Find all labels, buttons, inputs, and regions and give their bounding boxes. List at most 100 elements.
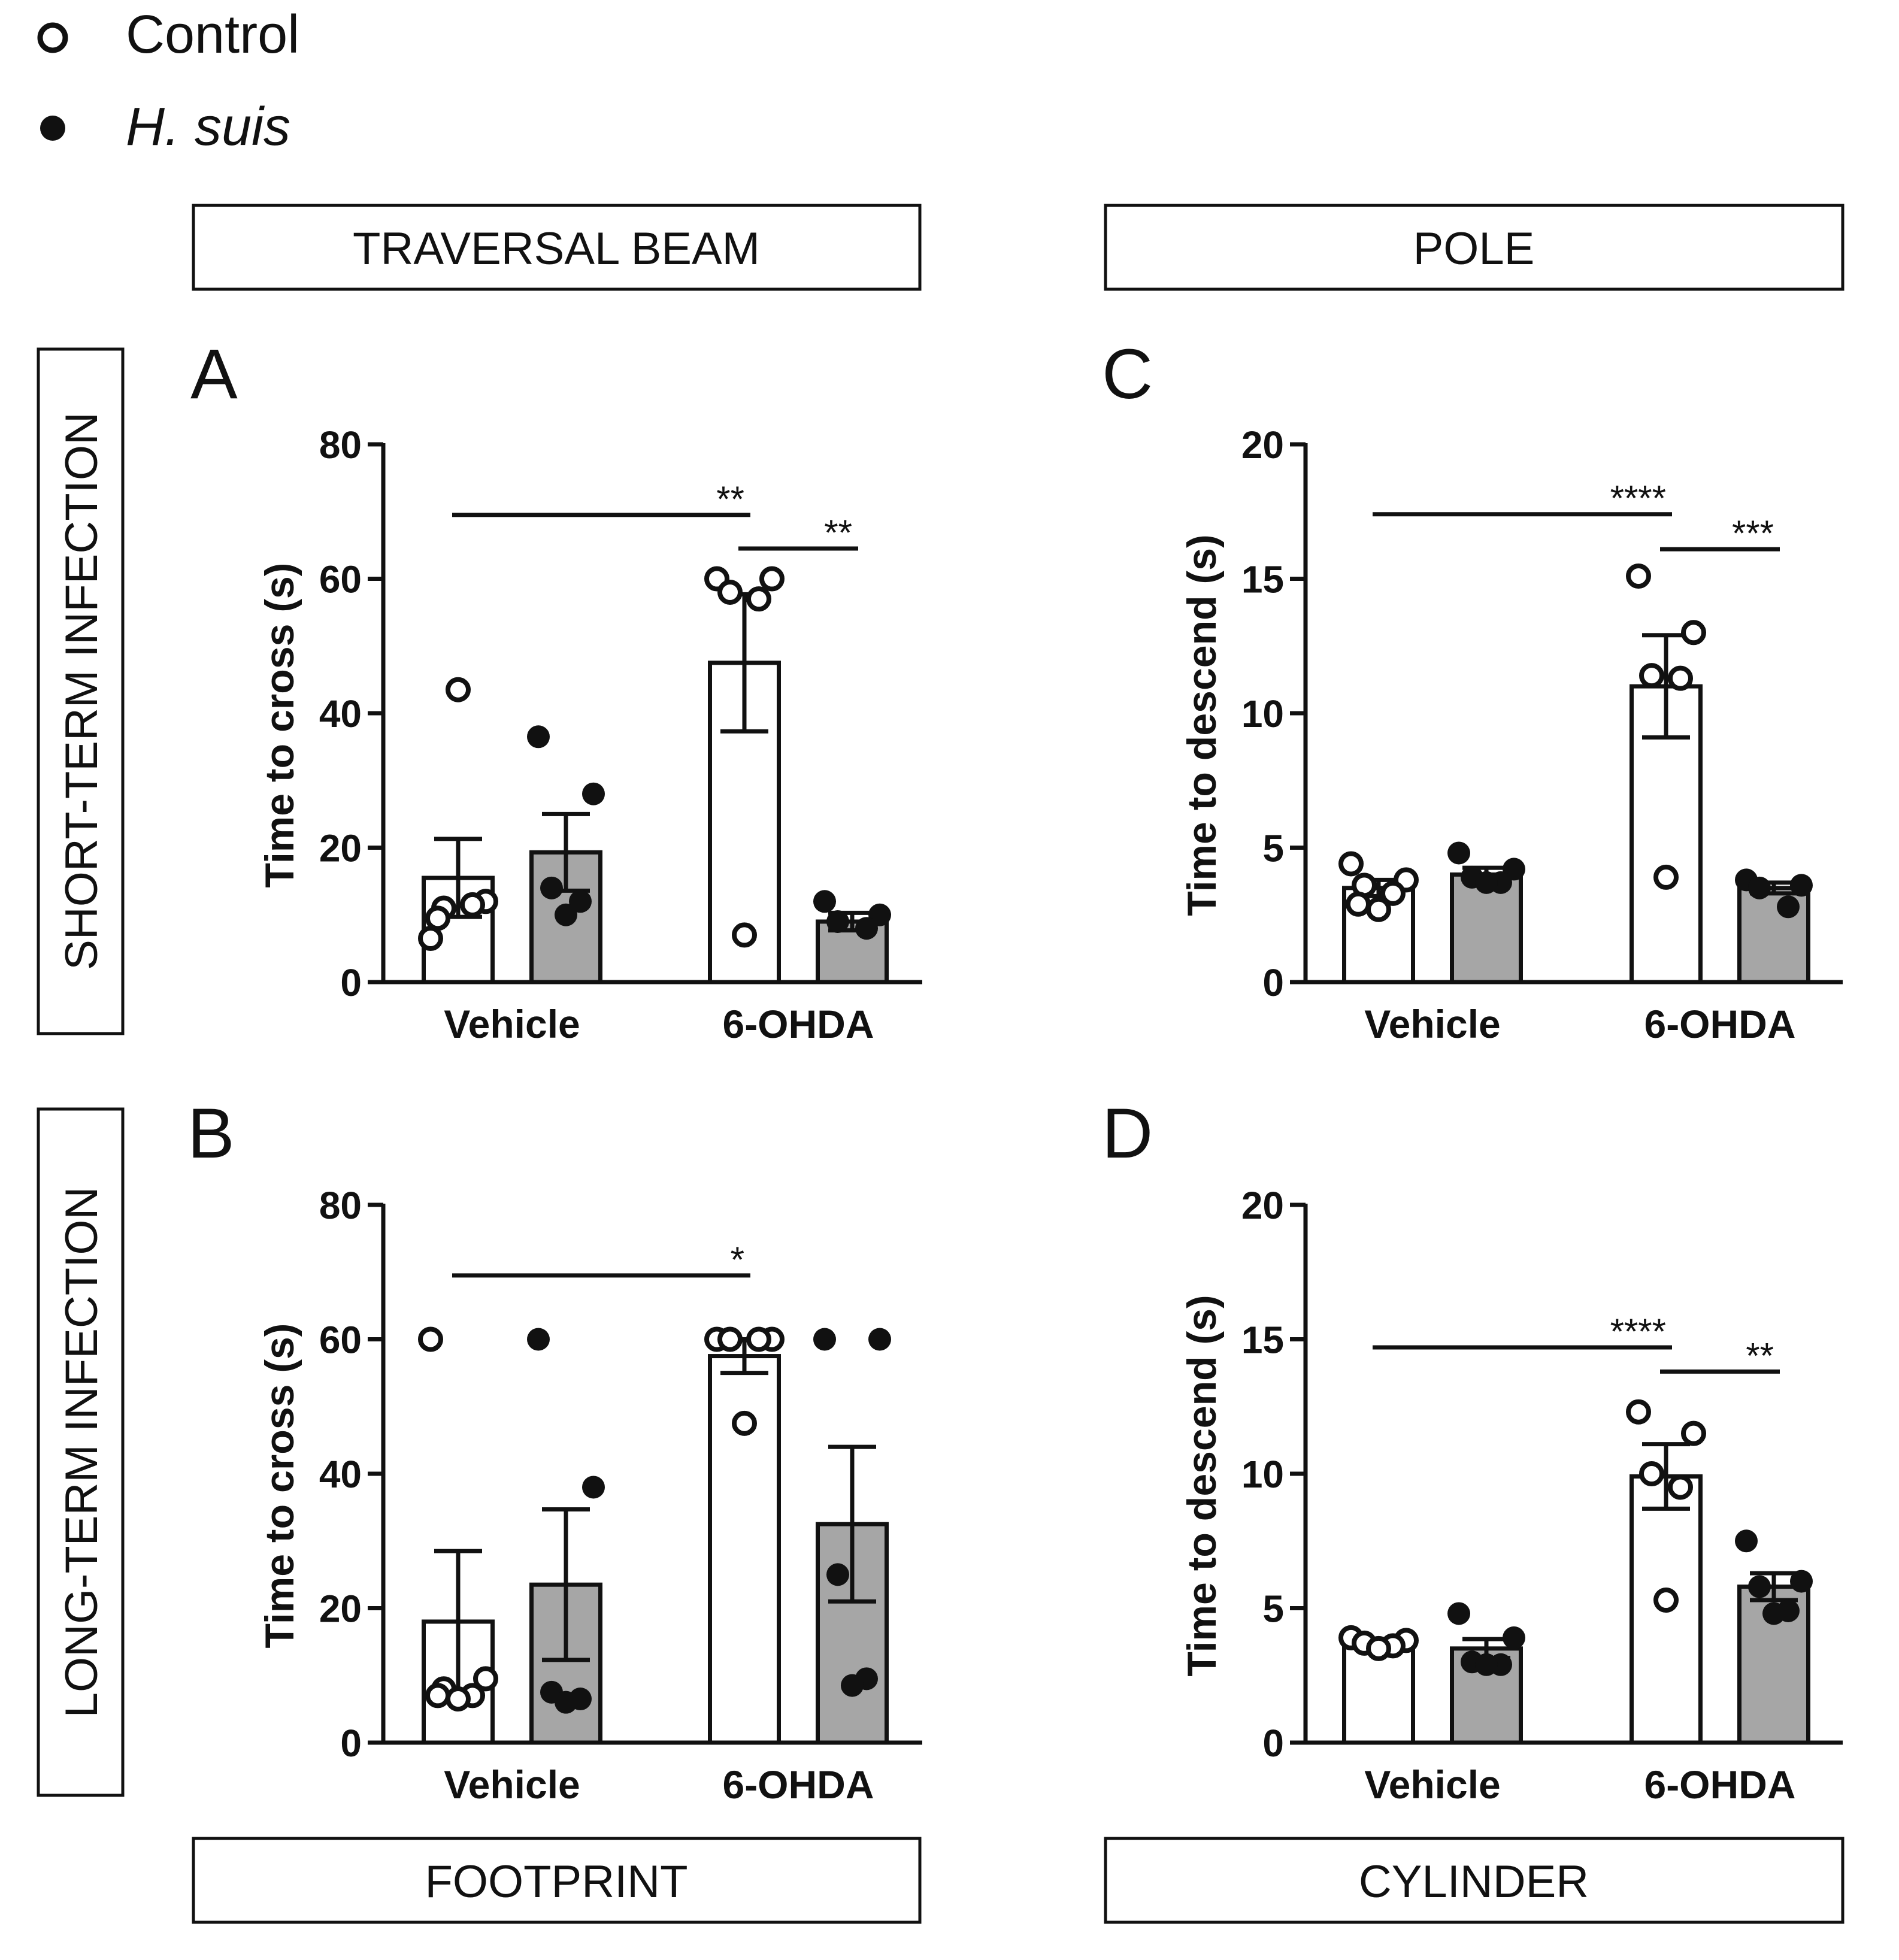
svg-text:TRAVERSAL BEAM: TRAVERSAL BEAM [353, 223, 760, 274]
chart-panel-b: 0 20 40 60 80 Time to cross (s) Vehicle 6-OHDA * [257, 1184, 922, 1807]
y-tick-label: 60 [319, 1319, 362, 1362]
data-point-control [732, 922, 757, 948]
category-label: Vehicle [1364, 1762, 1501, 1807]
y-tick-label: 15 [1241, 1319, 1284, 1362]
data-point-hsuis [1735, 1529, 1758, 1553]
data-point-control [1366, 1635, 1391, 1661]
data-point-control [1653, 1588, 1679, 1613]
significance-label: ** [716, 479, 744, 519]
data-point-control [1380, 880, 1406, 906]
data-point-control [1681, 620, 1706, 646]
data-point-hsuis [569, 890, 592, 913]
legend-hsuis-label: H. suis [126, 97, 290, 157]
y-tick-label: 5 [1262, 827, 1284, 870]
svg-text:CYLINDER: CYLINDER [1359, 1856, 1589, 1907]
chart-panel-a: 0 20 40 60 80 Time to cross (s) Vehicle 6-OHDA *… [257, 423, 922, 1046]
y-axis-label: Time to cross (s) [257, 563, 302, 888]
significance-label: * [731, 1240, 744, 1280]
data-point-hsuis [826, 1563, 849, 1586]
data-point-control [473, 1666, 498, 1692]
data-point-hsuis [555, 1691, 577, 1714]
data-point-control [1668, 1474, 1693, 1500]
data-point-hsuis [813, 1328, 836, 1351]
legend: Control H. suis [37, 5, 299, 157]
header-traversal-beam: TRAVERSAL BEAM [192, 204, 922, 291]
data-point-control [746, 1326, 771, 1352]
data-point-hsuis [1762, 1602, 1785, 1625]
data-point-hsuis [826, 910, 849, 933]
category-label: 6-OHDA [1644, 1762, 1795, 1807]
legend-hsuis-marker [40, 116, 65, 141]
data-point-control [1639, 1461, 1664, 1486]
svg-text:POLE: POLE [1413, 223, 1535, 274]
y-tick-label: 15 [1241, 558, 1284, 601]
category-label: 6-OHDA [722, 1002, 874, 1046]
significance-label: **** [1610, 478, 1666, 519]
y-tick-label: 40 [319, 692, 362, 735]
category-label: 6-OHDA [722, 1762, 874, 1807]
y-tick-label: 10 [1241, 1453, 1284, 1496]
y-tick-label: 20 [1241, 1184, 1284, 1227]
panel-letter-c: C [1102, 335, 1153, 414]
y-tick-label: 0 [340, 1722, 362, 1765]
data-point-hsuis [527, 1328, 550, 1351]
category-label: Vehicle [444, 1762, 580, 1807]
y-tick-label: 20 [1241, 423, 1284, 466]
data-point-control [1653, 864, 1679, 890]
data-point-control [460, 892, 485, 917]
svg-text:SHORT-TERM INFECTION: SHORT-TERM INFECTION [56, 412, 107, 970]
chart-panel-c: 0 5 10 15 20 Time to descend (s) Vehicle 6-OHDA… [1179, 423, 1843, 1046]
data-point-hsuis [1503, 1626, 1525, 1649]
data-point-control [1338, 851, 1364, 877]
data-point-hsuis [868, 1328, 891, 1351]
y-axis-label: Time to descend (s) [1179, 1295, 1225, 1676]
data-point-hsuis [1777, 895, 1800, 919]
header-pole: POLE [1104, 204, 1845, 291]
data-point-hsuis [1475, 1653, 1498, 1676]
data-point-control [446, 1686, 471, 1712]
data-point-hsuis [813, 890, 836, 913]
y-tick-label: 0 [1262, 1722, 1284, 1765]
data-point-control [717, 579, 743, 605]
data-point-control [1639, 663, 1664, 689]
data-point-hsuis [1790, 1570, 1813, 1593]
significance-label: *** [1732, 513, 1774, 553]
data-point-hsuis [1475, 871, 1498, 894]
category-label: Vehicle [1364, 1002, 1501, 1046]
data-point-control [1668, 665, 1693, 691]
data-point-hsuis [582, 782, 605, 805]
data-point-hsuis [582, 1476, 605, 1499]
data-point-control [717, 1326, 743, 1352]
data-point-hsuis [1790, 874, 1813, 897]
y-tick-label: 20 [319, 827, 362, 870]
category-label: 6-OHDA [1644, 1002, 1795, 1046]
data-point-hsuis [1748, 876, 1771, 899]
y-tick-label: 80 [319, 1184, 362, 1227]
data-point-hsuis [555, 903, 577, 926]
y-tick-label: 5 [1262, 1588, 1284, 1631]
data-point-hsuis [527, 725, 550, 749]
row-label-short-term: SHORT-TERM INFECTION [37, 347, 125, 1035]
data-point-control [1626, 564, 1651, 589]
legend-control-label: Control [126, 5, 299, 65]
significance-label: **** [1610, 1311, 1666, 1352]
data-point-control [418, 926, 443, 952]
data-point-control [1366, 896, 1391, 922]
panel-letter-b: B [187, 1094, 235, 1173]
y-tick-label: 80 [319, 423, 362, 466]
data-point-hsuis [1748, 1575, 1771, 1598]
data-point-control [1681, 1420, 1706, 1446]
y-tick-label: 40 [319, 1453, 362, 1496]
header-cylinder: CYLINDER [1104, 1837, 1845, 1924]
significance-label: ** [824, 513, 852, 553]
data-point-control [732, 1410, 757, 1436]
significance-label: ** [1746, 1335, 1774, 1376]
legend-control-marker [37, 22, 68, 53]
chart-panel-d: 0 5 10 15 20 Time to descend (s) Vehicle 6-OHDA… [1179, 1184, 1843, 1807]
data-point-hsuis [855, 917, 878, 940]
y-tick-label: 60 [319, 558, 362, 601]
data-point-control [1346, 891, 1371, 917]
data-point-control [425, 905, 450, 931]
data-point-hsuis [1447, 841, 1470, 865]
data-point-control [446, 677, 471, 702]
